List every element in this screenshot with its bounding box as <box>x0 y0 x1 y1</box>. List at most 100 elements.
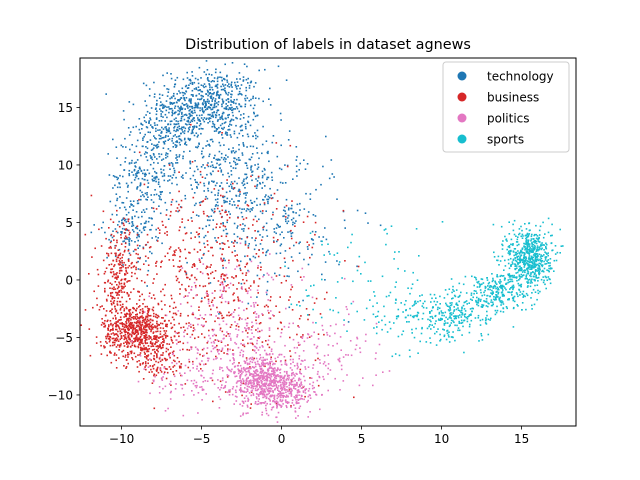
data-point <box>115 258 118 261</box>
data-point <box>132 327 135 329</box>
data-point <box>138 360 140 362</box>
data-point <box>228 86 231 88</box>
data-point <box>301 267 304 270</box>
data-point <box>124 324 127 327</box>
data-point <box>179 109 182 111</box>
data-point <box>124 334 127 336</box>
data-point <box>143 311 146 313</box>
data-point <box>177 341 180 343</box>
data-point <box>168 248 171 250</box>
data-point <box>216 207 219 210</box>
data-point <box>187 276 189 279</box>
data-point <box>150 157 152 159</box>
data-point <box>271 406 274 409</box>
data-point <box>160 113 162 115</box>
data-point <box>252 376 254 378</box>
data-point <box>121 287 123 289</box>
data-point <box>116 303 119 305</box>
data-point <box>180 374 182 377</box>
data-point <box>287 395 289 398</box>
data-point <box>111 283 113 286</box>
data-point <box>143 173 146 176</box>
data-point <box>496 259 498 262</box>
data-point <box>303 258 305 261</box>
data-point <box>269 104 272 106</box>
data-point <box>115 254 117 256</box>
data-point <box>274 371 276 374</box>
data-point <box>125 269 127 272</box>
data-point <box>256 180 259 182</box>
data-point <box>181 91 184 94</box>
data-point <box>200 132 202 135</box>
data-point <box>229 200 231 203</box>
data-point <box>259 243 262 245</box>
data-point <box>137 317 139 319</box>
data-point <box>261 187 263 189</box>
data-point <box>102 210 105 213</box>
data-point <box>245 78 248 81</box>
data-point <box>118 357 120 359</box>
data-point <box>180 176 183 178</box>
data-point <box>153 96 156 98</box>
data-point <box>144 244 147 246</box>
data-point <box>283 215 285 217</box>
data-point <box>132 103 135 106</box>
data-point <box>216 162 218 165</box>
data-point <box>549 264 551 267</box>
data-point <box>99 306 102 308</box>
data-point <box>302 390 305 392</box>
data-point <box>132 316 135 318</box>
data-point <box>190 380 193 382</box>
data-point <box>253 281 255 284</box>
data-point <box>161 322 164 325</box>
data-point <box>99 341 102 343</box>
data-point <box>137 171 140 174</box>
data-point <box>162 141 165 143</box>
data-point <box>296 364 299 367</box>
data-point <box>129 308 132 311</box>
data-point <box>237 298 240 300</box>
data-point <box>202 380 204 383</box>
data-point <box>169 123 172 126</box>
data-point <box>232 311 235 313</box>
data-point <box>307 263 310 266</box>
data-point <box>246 97 249 99</box>
data-point <box>203 117 206 119</box>
data-point <box>115 328 118 331</box>
data-point <box>539 260 542 262</box>
data-point <box>266 394 268 396</box>
data-point <box>115 354 118 356</box>
data-point <box>254 97 257 99</box>
data-point <box>277 396 280 398</box>
data-point <box>176 343 178 345</box>
data-point <box>222 242 225 245</box>
data-point <box>193 192 196 194</box>
data-point <box>247 82 249 84</box>
data-point <box>108 325 110 328</box>
data-point <box>264 375 267 378</box>
data-point <box>530 273 532 275</box>
data-point <box>114 184 116 187</box>
data-point <box>247 120 249 123</box>
data-point <box>241 331 244 333</box>
data-point <box>171 316 174 319</box>
data-point <box>219 289 222 292</box>
data-point <box>290 381 292 383</box>
data-point <box>223 278 226 281</box>
data-point <box>198 93 200 95</box>
data-point <box>210 272 212 275</box>
data-point <box>244 125 247 128</box>
data-point <box>184 271 187 273</box>
data-point <box>107 332 109 335</box>
data-point <box>275 360 277 363</box>
data-point <box>229 326 232 328</box>
data-point <box>234 204 236 206</box>
data-point <box>123 283 126 285</box>
data-point <box>147 310 150 313</box>
data-point <box>149 325 152 328</box>
data-point <box>151 308 154 311</box>
data-point <box>136 227 139 230</box>
data-point <box>156 240 159 242</box>
data-point <box>161 335 164 338</box>
data-point <box>280 243 283 245</box>
